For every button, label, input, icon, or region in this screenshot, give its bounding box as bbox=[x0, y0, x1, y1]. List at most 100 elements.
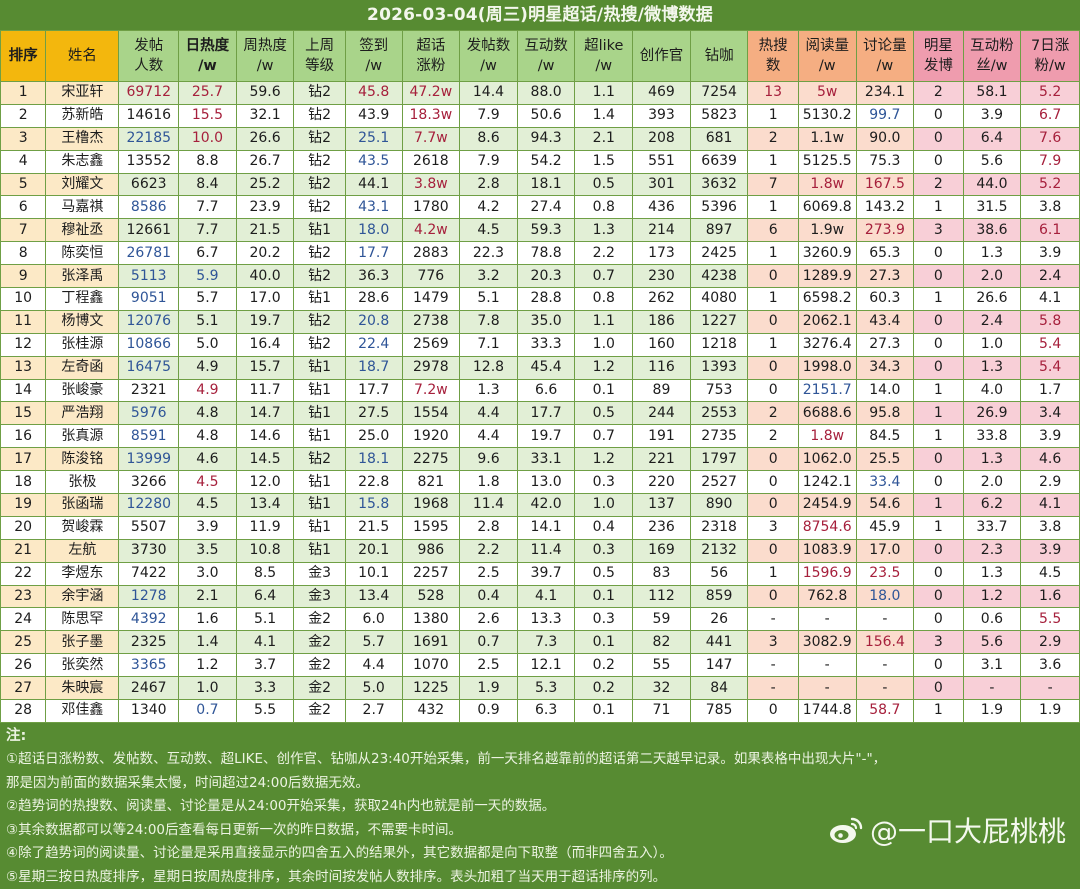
cell-weekly_heat: 59.6 bbox=[235, 81, 295, 105]
cell-weekly_heat: 5.1 bbox=[235, 607, 295, 632]
cell-name: 刘耀文 bbox=[45, 172, 120, 197]
cell-fans_7d: - bbox=[1020, 676, 1080, 701]
cell-hot_search: 3 bbox=[747, 515, 799, 540]
cell-creators: 59 bbox=[632, 607, 691, 632]
cell-posts: 7.1 bbox=[459, 332, 518, 357]
cell-creators: 112 bbox=[632, 584, 691, 609]
cell-checkin: 45.8 bbox=[344, 81, 403, 105]
cell-posts: 14.4 bbox=[459, 81, 518, 105]
column-header-sublabel: 人数 bbox=[134, 58, 164, 74]
cell-topic_fans: 2883 bbox=[401, 241, 461, 266]
cell-interact_fans: 26.9 bbox=[962, 401, 1022, 426]
cell-rank: 16 bbox=[0, 424, 47, 449]
cell-superlike: 0.4 bbox=[574, 515, 634, 540]
cell-posts: 7.9 bbox=[459, 149, 518, 174]
cell-zuanka: 1797 bbox=[689, 447, 749, 472]
cell-posts: 2.8 bbox=[459, 172, 518, 197]
table-row: 21 左航 3730 3.5 10.8 钻1 20.1 986 2.2 11.4 0.3 169 213… bbox=[0, 538, 1080, 563]
cell-discussions: 60.3 bbox=[855, 287, 915, 311]
cell-posts: 2.5 bbox=[459, 653, 518, 678]
cell-posts: 0.4 bbox=[459, 584, 518, 609]
cell-weekly_heat: 21.5 bbox=[235, 218, 295, 243]
cell-superlike: 1.0 bbox=[574, 493, 634, 517]
cell-star_posts: 1 bbox=[913, 515, 964, 540]
cell-posts: 8.6 bbox=[459, 126, 518, 151]
cell-posts: 7.8 bbox=[459, 309, 518, 334]
cell-posters: 2467 bbox=[118, 676, 180, 701]
cell-last_week_level: 钻1 bbox=[293, 378, 346, 403]
column-header-label: 周热度 bbox=[243, 38, 287, 54]
column-header-rank: 排序 bbox=[0, 30, 47, 82]
cell-last_week_level: 钻2 bbox=[293, 309, 346, 334]
cell-posts: 0.9 bbox=[459, 699, 518, 723]
column-header-label: 排序 bbox=[8, 48, 38, 64]
cell-name: 贺峻霖 bbox=[45, 515, 120, 540]
cell-creators: 83 bbox=[632, 561, 691, 586]
cell-fans_7d: 2.9 bbox=[1020, 630, 1080, 655]
cell-name: 陈浚铭 bbox=[45, 447, 120, 472]
cell-creators: 221 bbox=[632, 447, 691, 472]
cell-fans_7d: 5.4 bbox=[1020, 355, 1080, 380]
cell-posts: 22.3 bbox=[459, 241, 518, 266]
column-header-sublabel: /w bbox=[480, 58, 497, 74]
cell-weekly_heat: 3.7 bbox=[235, 653, 295, 678]
cell-reads: 6069.8 bbox=[797, 195, 857, 220]
cell-zuanka: 2132 bbox=[689, 538, 749, 563]
cell-interactions: 5.3 bbox=[516, 676, 576, 701]
column-header-daily_heat: 日热度/w bbox=[178, 30, 237, 82]
cell-superlike: 0.1 bbox=[574, 699, 634, 723]
cell-weekly_heat: 3.3 bbox=[235, 676, 295, 701]
cell-posters: 1340 bbox=[118, 699, 180, 723]
table-row: 17 陈浚铭 13999 4.6 14.5 钻2 18.1 2275 9.6 33.1 1.2 221… bbox=[0, 447, 1080, 472]
cell-hot_search: 0 bbox=[747, 355, 799, 380]
cell-last_week_level: 金3 bbox=[293, 584, 346, 609]
cell-fans_7d: 2.9 bbox=[1020, 470, 1080, 495]
page-title: 2026-03-04(周三)明星超话/热搜/微博数据 bbox=[367, 5, 713, 25]
cell-hot_search: 1 bbox=[747, 332, 799, 357]
cell-interactions: 94.3 bbox=[516, 126, 576, 151]
cell-checkin: 44.1 bbox=[344, 172, 403, 197]
cell-checkin: 27.5 bbox=[344, 401, 403, 426]
cell-checkin: 13.4 bbox=[344, 584, 403, 609]
cell-interact_fans: 1.2 bbox=[962, 584, 1022, 609]
cell-daily_heat: 7.7 bbox=[178, 195, 237, 220]
cell-posts: 1.8 bbox=[459, 470, 518, 495]
cell-checkin: 17.7 bbox=[344, 241, 403, 266]
cell-interact_fans: 3.1 bbox=[962, 653, 1022, 678]
cell-checkin: 5.7 bbox=[344, 630, 403, 655]
cell-reads: - bbox=[797, 607, 857, 632]
cell-interact_fans: 33.8 bbox=[962, 424, 1022, 449]
cell-fans_7d: 6.1 bbox=[1020, 218, 1080, 243]
cell-rank: 11 bbox=[0, 309, 47, 334]
cell-posts: 1.9 bbox=[459, 676, 518, 701]
cell-interactions: 6.6 bbox=[516, 378, 576, 403]
cell-weekly_heat: 12.0 bbox=[235, 470, 295, 495]
cell-checkin: 22.8 bbox=[344, 470, 403, 495]
cell-interact_fans: 1.3 bbox=[962, 241, 1022, 266]
column-header-label: 阅读量 bbox=[805, 38, 849, 54]
cell-creators: 262 bbox=[632, 287, 691, 311]
cell-posters: 22185 bbox=[118, 126, 180, 151]
cell-name: 张泽禹 bbox=[45, 264, 120, 289]
cell-star_posts: 0 bbox=[913, 470, 964, 495]
cell-hot_search: 0 bbox=[747, 584, 799, 609]
cell-posters: 3365 bbox=[118, 653, 180, 678]
cell-interact_fans: 6.2 bbox=[962, 493, 1022, 517]
column-header-zuanka: 钻咖 bbox=[689, 30, 749, 82]
cell-discussions: 34.3 bbox=[855, 355, 915, 380]
watermark-text: @一口大屁桃桃 bbox=[869, 815, 1066, 848]
cell-posters: 4392 bbox=[118, 607, 180, 632]
cell-rank: 3 bbox=[0, 126, 47, 151]
cell-topic_fans: 2978 bbox=[401, 355, 461, 380]
cell-weekly_heat: 14.7 bbox=[235, 401, 295, 426]
cell-weekly_heat: 19.7 bbox=[235, 309, 295, 334]
cell-zuanka: 859 bbox=[689, 584, 749, 609]
cell-posters: 26781 bbox=[118, 241, 180, 266]
cell-discussions: 54.6 bbox=[855, 493, 915, 517]
cell-posters: 16475 bbox=[118, 355, 180, 380]
cell-superlike: 0.7 bbox=[574, 424, 634, 449]
cell-interact_fans: 5.6 bbox=[962, 149, 1022, 174]
cell-hot_search: 2 bbox=[747, 424, 799, 449]
cell-reads: 5130.2 bbox=[797, 103, 857, 128]
cell-topic_fans: 528 bbox=[401, 584, 461, 609]
